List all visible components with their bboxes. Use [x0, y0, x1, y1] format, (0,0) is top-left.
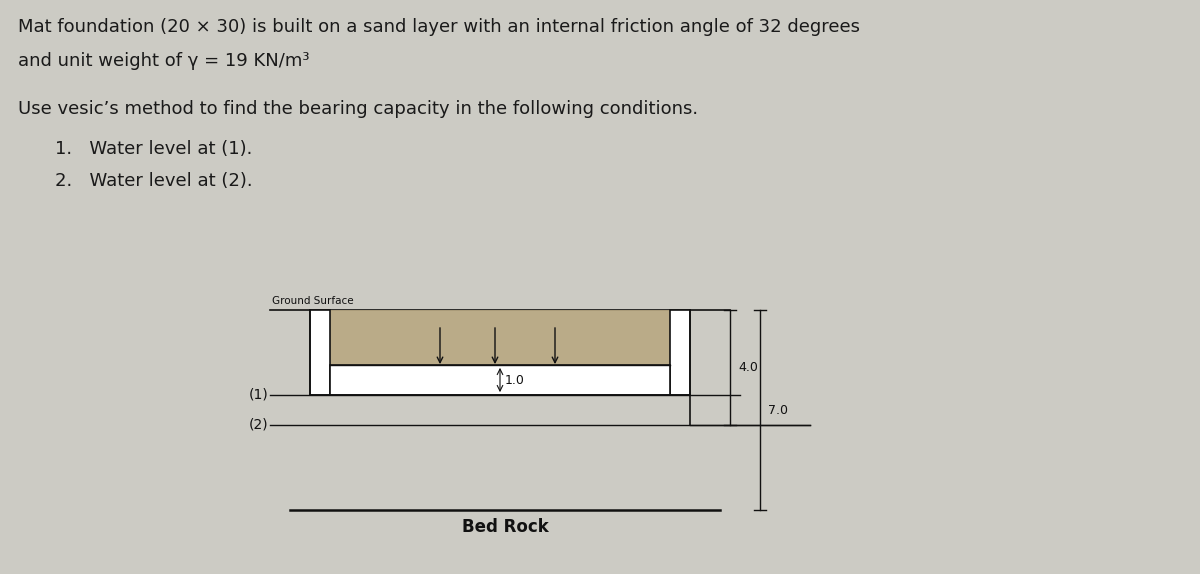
Text: (1): (1) — [248, 388, 268, 402]
Text: Bed Rock: Bed Rock — [462, 518, 548, 536]
Text: 2.   Water level at (2).: 2. Water level at (2). — [55, 172, 253, 190]
Text: 1.0: 1.0 — [505, 374, 524, 386]
Bar — [670, 310, 690, 395]
Text: Use vesic’s method to find the bearing capacity in the following conditions.: Use vesic’s method to find the bearing c… — [18, 100, 698, 118]
Text: 4.0: 4.0 — [738, 361, 758, 374]
Text: 1.   Water level at (1).: 1. Water level at (1). — [55, 140, 252, 158]
Bar — [330, 310, 670, 365]
Bar — [330, 365, 670, 395]
Text: (2): (2) — [248, 418, 268, 432]
Text: Ground Surface: Ground Surface — [272, 296, 354, 306]
Text: 7.0: 7.0 — [768, 404, 788, 417]
Bar — [310, 310, 330, 395]
Text: Mat foundation (20 × 30) is built on a sand layer with an internal friction angl: Mat foundation (20 × 30) is built on a s… — [18, 18, 860, 36]
Text: and unit weight of γ = 19 KN/m³: and unit weight of γ = 19 KN/m³ — [18, 52, 310, 70]
